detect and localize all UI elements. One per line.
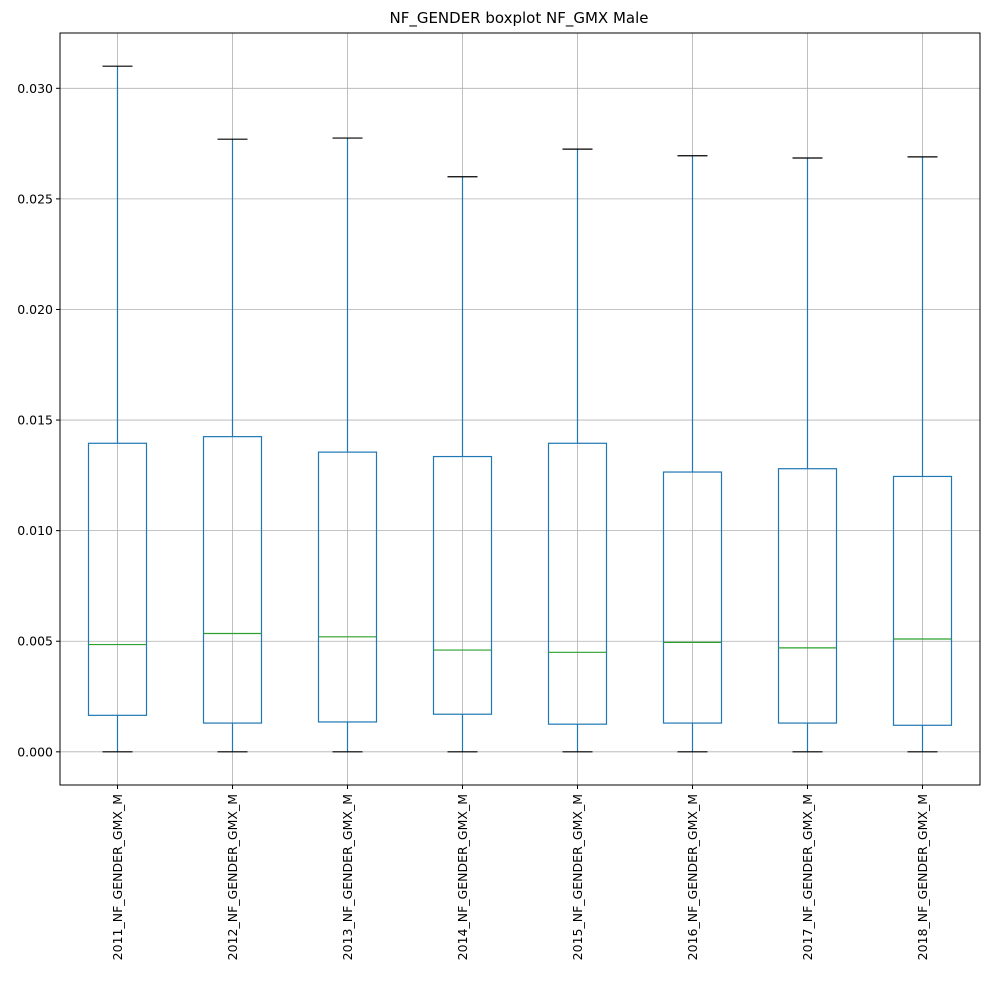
plot-area-frame: [59, 32, 981, 786]
x-tick-label: 2012_NF_GENDER_GMX_M: [225, 794, 240, 960]
y-axis: 0.000 0.005 0.010 0.015 0.020 0.025 0.030: [17, 81, 60, 759]
iqr-box: [202, 436, 263, 724]
y-tick-label: 0.020: [17, 302, 53, 317]
box-2017_NF_GENDER_GMX_M: [777, 157, 838, 753]
boxes-layer: [87, 65, 953, 753]
iqr-box: [892, 475, 953, 726]
box-2015_NF_GENDER_GMX_M: [547, 148, 608, 753]
grid-lines: [60, 33, 980, 785]
box-2016_NF_GENDER_GMX_M: [662, 155, 723, 753]
box-2014_NF_GENDER_GMX_M: [432, 176, 493, 753]
x-tick-label: 2018_NF_GENDER_GMX_M: [915, 794, 930, 960]
box-2012_NF_GENDER_GMX_M: [202, 138, 263, 753]
x-tick-label: 2014_NF_GENDER_GMX_M: [455, 794, 470, 960]
box-2011_NF_GENDER_GMX_M: [87, 65, 148, 753]
x-tick-label: 2013_NF_GENDER_GMX_M: [340, 794, 355, 960]
x-tick-label: 2016_NF_GENDER_GMX_M: [685, 794, 700, 960]
box-2013_NF_GENDER_GMX_M: [317, 137, 378, 753]
x-axis: 2011_NF_GENDER_GMX_M 2012_NF_GENDER_GMX_M…: [110, 785, 930, 960]
iqr-box: [662, 471, 723, 724]
box-2018_NF_GENDER_GMX_M: [892, 156, 953, 753]
x-tick-label: 2011_NF_GENDER_GMX_M: [110, 794, 125, 960]
chart-title: NF_GENDER boxplot NF_GMX Male: [389, 9, 648, 28]
y-tick-label: 0.025: [17, 191, 53, 206]
y-tick-label: 0.000: [17, 744, 53, 759]
y-tick-label: 0.030: [17, 81, 53, 96]
iqr-box: [547, 442, 608, 725]
x-tick-label: 2015_NF_GENDER_GMX_M: [570, 794, 585, 960]
y-tick-label: 0.010: [17, 523, 53, 538]
iqr-box: [777, 468, 838, 724]
iqr-box: [432, 455, 493, 715]
iqr-box: [317, 451, 378, 723]
x-tick-label: 2017_NF_GENDER_GMX_M: [800, 794, 815, 960]
y-tick-label: 0.015: [17, 413, 53, 428]
y-tick-label: 0.005: [17, 634, 53, 649]
iqr-box: [87, 442, 148, 716]
